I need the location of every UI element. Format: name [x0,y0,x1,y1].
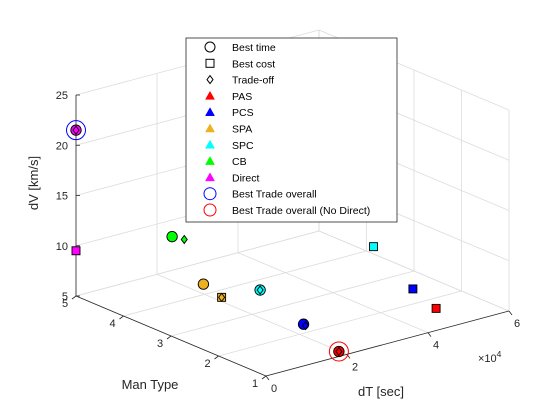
y-tick-mark [119,315,124,320]
y-tick-label: 3 [157,338,163,350]
legend-marker [205,58,215,68]
spa-time-point [197,278,210,290]
spa-tradeoff-point [218,292,226,303]
x-tick-label: 4 [433,340,439,352]
best-trade-overall-no-direct-ring-point [328,341,349,362]
legend-marker [205,90,215,100]
cb-tradeoff-point [180,234,188,245]
legend-marker [205,172,215,182]
z-tick-label: 20 [56,140,68,152]
tick-labels: 0 2 4 6 1 2 3 4 55 10 15 20 25 [56,90,520,395]
grid-line [170,270,415,337]
direct-cost-point [71,246,81,256]
grid-line [218,290,462,357]
x-axis-line [265,310,510,377]
legend-label: PAS [232,91,252,103]
legend-marker [203,203,217,217]
x-tick-label: 6 [514,318,520,330]
x-tick-mark [508,310,513,316]
z-tick-label: 5 [62,291,68,303]
y-axis-label: Man Type [122,377,179,392]
legend: Best time Best cost Trade-off PAS PCS SPA SPC C… [185,37,398,223]
data-points [66,120,441,362]
legend-label: Direct [232,172,260,184]
x-tick-label: 0 [271,383,277,395]
x-tick-mark [265,375,270,381]
legend-label: CB [232,156,247,168]
legend-marker [205,107,215,116]
x-exponent-label: ×104 [478,349,502,365]
y-tick-label: 2 [204,358,210,370]
y-tick-mark [166,335,172,340]
grid-line [318,230,510,312]
z-tick-label: 15 [56,191,68,203]
grid-line [123,250,367,317]
legend-marker [205,123,215,133]
x-tick-label: 2 [352,361,358,373]
pcs-tradeoff-point [302,320,310,331]
legend-label: SPC [232,140,254,152]
x-axis-label: dT [sec] [358,384,404,399]
legend-label: PCS [232,107,254,119]
pcs-cost-point [408,284,418,294]
legend-marker [203,187,217,201]
legend-label: Best cost [232,58,275,70]
legend-label: Best Trade overall [232,189,317,201]
cb-time-point [166,231,178,243]
grid-line [75,230,320,297]
direct-tradeoff-point [72,125,80,135]
spc-cost-point [369,242,378,252]
pas-tradeoff-point [335,346,343,357]
z-tick-label: 25 [56,90,68,102]
y-tick-label: 1 [252,378,258,390]
legend-marker [204,41,216,53]
z-axis-label: dV [km/s] [26,156,41,210]
legend-label: Best time [232,42,276,54]
y-tick-label: 4 [109,318,115,330]
legend-label: SPA [232,124,252,136]
spc-tradeoff-point [256,285,264,295]
pas-cost-point [431,303,441,313]
y-tick-mark [214,355,219,360]
legend-box [185,37,398,223]
x-tick-mark [427,332,432,337]
legend-label: Best Trade overall (No Direct) [232,205,370,217]
y-tick-mark [261,375,267,380]
legend-marker [206,74,214,85]
legend-label: Trade-off [232,75,274,87]
best-trade-overall-ring-point [66,120,86,141]
y-tick-label: 5 [62,298,68,310]
axes [71,94,513,381]
legend-marker [205,156,215,165]
z-tick-label: 10 [56,241,68,253]
y-tick-mark [71,295,77,300]
legend-marker [205,139,215,149]
